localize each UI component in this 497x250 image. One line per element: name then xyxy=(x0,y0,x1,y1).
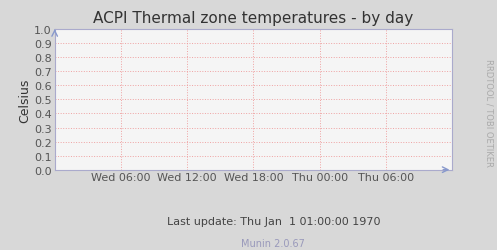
Text: RRDTOOL / TOBI OETIKER: RRDTOOL / TOBI OETIKER xyxy=(484,59,493,166)
Text: Munin 2.0.67: Munin 2.0.67 xyxy=(242,238,305,248)
Y-axis label: Celsius: Celsius xyxy=(18,78,31,122)
Text: Last update: Thu Jan  1 01:00:00 1970: Last update: Thu Jan 1 01:00:00 1970 xyxy=(166,216,380,226)
Title: ACPI Thermal zone temperatures - by day: ACPI Thermal zone temperatures - by day xyxy=(93,11,414,26)
